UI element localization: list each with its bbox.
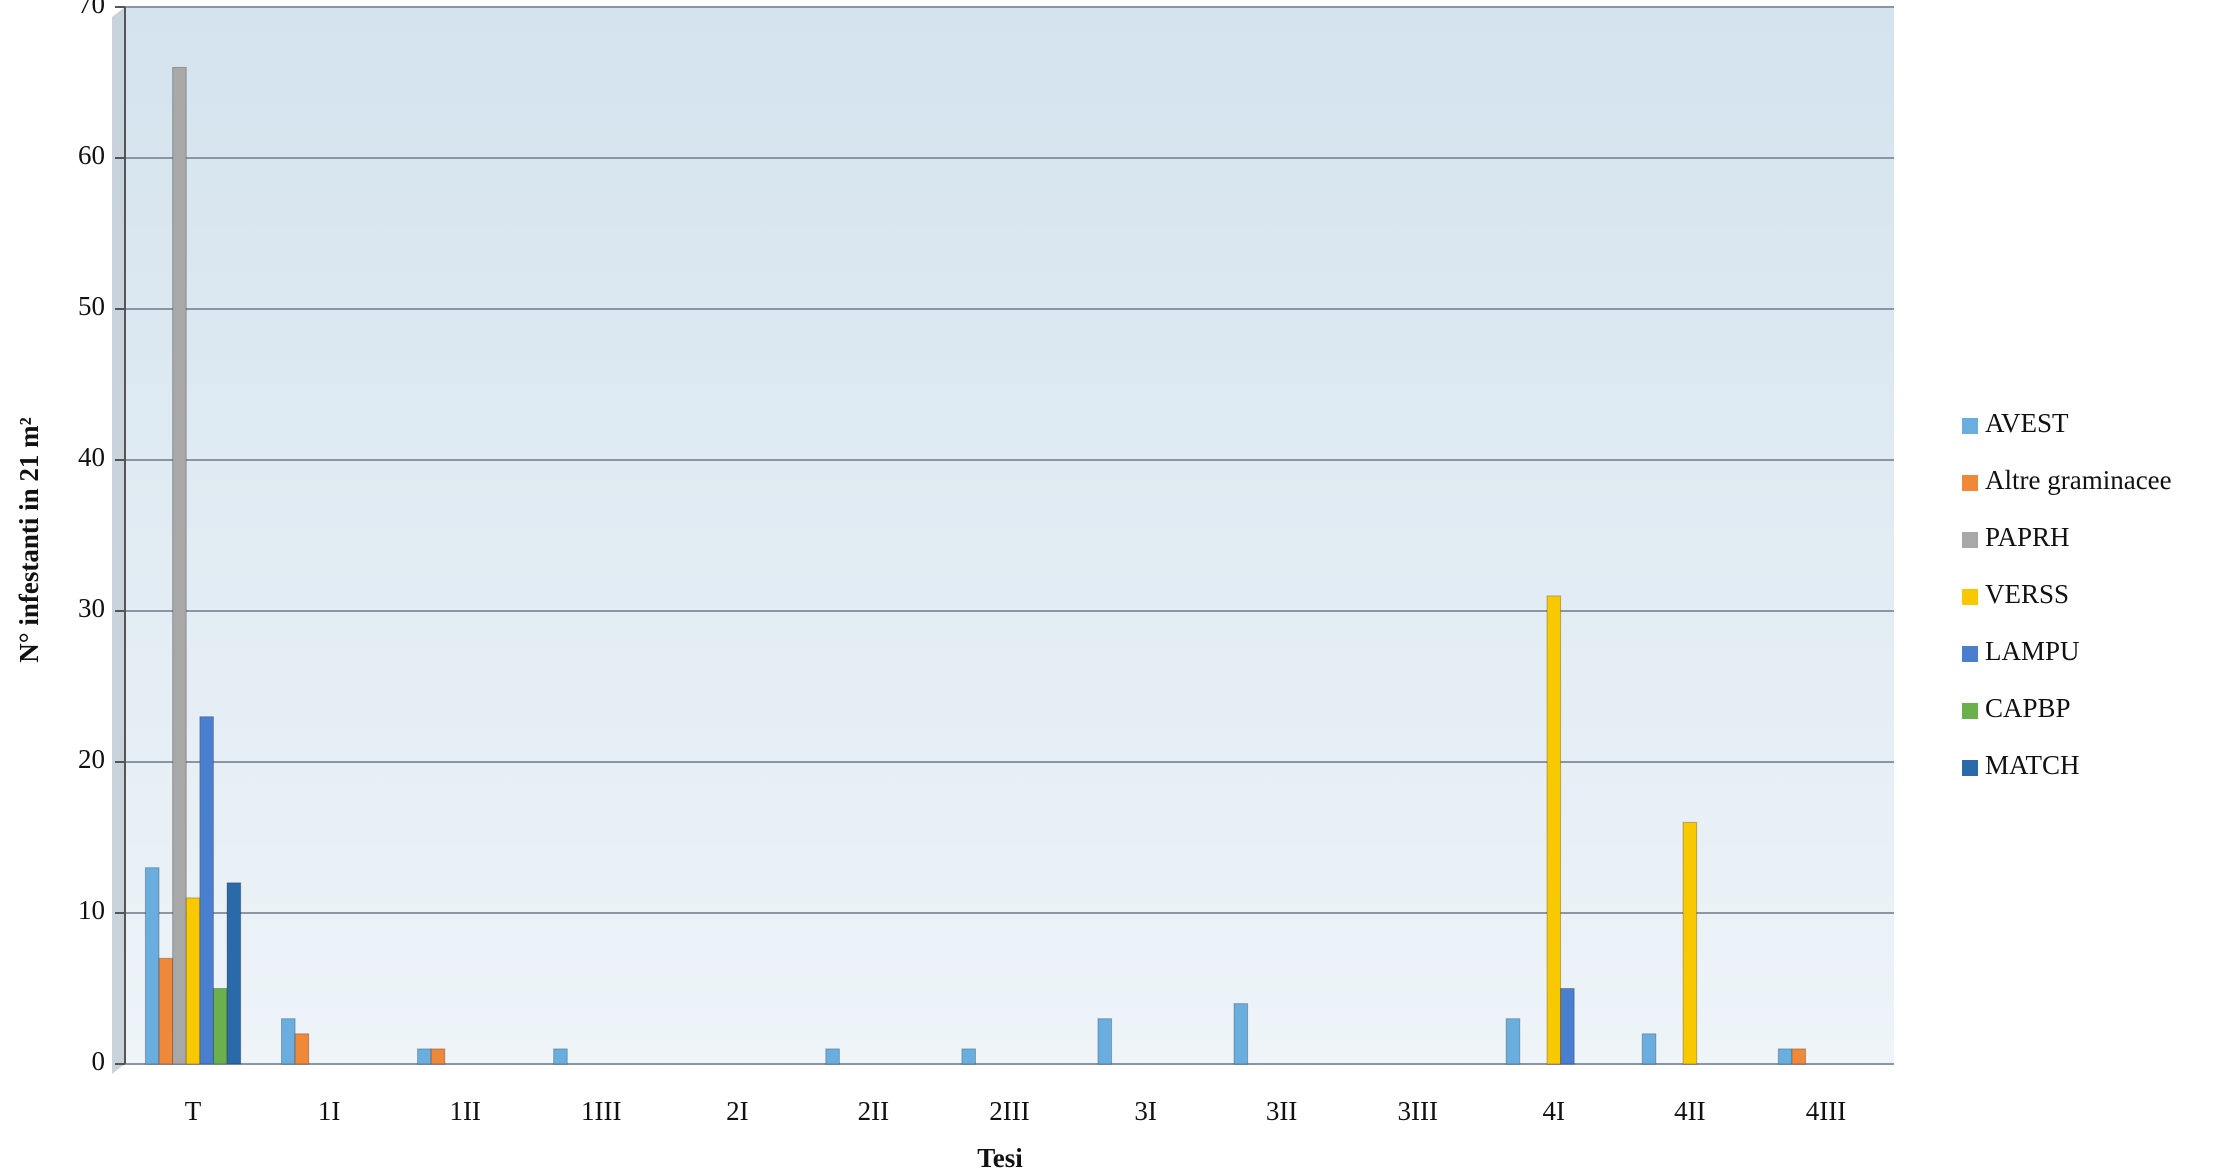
bar <box>1233 1003 1249 1065</box>
legend-label: VERSS <box>1985 579 2069 609</box>
plot-wall <box>112 7 125 1074</box>
bar <box>212 988 228 1065</box>
bar <box>226 882 242 1065</box>
x-tick-label: 2II <box>858 1096 889 1126</box>
legend-swatch <box>1962 589 1978 605</box>
y-tick-label: 10 <box>78 895 105 925</box>
bar <box>294 1033 310 1065</box>
legend-label: CAPBP <box>1985 693 2071 723</box>
bar <box>1505 1018 1521 1065</box>
bar <box>961 1048 976 1065</box>
bar <box>280 1018 296 1065</box>
y-tick-label: 30 <box>78 593 105 623</box>
legend-swatch <box>1962 646 1978 662</box>
x-tick-label: 1I <box>318 1096 341 1126</box>
legend-label: AVEST <box>1985 408 2069 438</box>
legend-label: Altre graminacee <box>1985 465 2172 495</box>
bar <box>1560 988 1575 1065</box>
bar <box>158 957 174 1065</box>
bar <box>144 867 160 1065</box>
x-tick-label: T <box>185 1096 202 1126</box>
x-tick-label: 3I <box>1134 1096 1157 1126</box>
x-tick-label: 4II <box>1674 1096 1705 1126</box>
y-tick-label: 0 <box>92 1046 106 1076</box>
legend-swatch <box>1962 532 1978 548</box>
bar <box>172 66 187 1065</box>
x-tick-label: 1II <box>449 1096 480 1126</box>
y-axis-label: N° infestanti in 21 m² <box>14 417 44 662</box>
y-tick-label: 50 <box>78 291 105 321</box>
y-tick-label: 60 <box>78 140 105 170</box>
bar <box>430 1048 446 1065</box>
bar <box>1682 821 1698 1065</box>
x-tick-label: 1III <box>581 1096 621 1126</box>
x-tick-label: 2III <box>989 1096 1029 1126</box>
bar <box>1777 1048 1793 1065</box>
bar <box>1097 1018 1113 1065</box>
x-axis-label: Tesi <box>977 1143 1023 1173</box>
bar <box>185 897 201 1065</box>
legend-swatch <box>1962 418 1978 434</box>
legend-swatch <box>1962 703 1978 719</box>
y-tick-label: 40 <box>78 442 105 472</box>
legend-label: PAPRH <box>1985 522 2070 552</box>
bar <box>825 1048 840 1065</box>
x-tick-label: 3II <box>1266 1096 1297 1126</box>
bar <box>417 1048 432 1065</box>
legend-swatch <box>1962 760 1978 776</box>
x-tick-label: 4I <box>1543 1096 1566 1126</box>
bar <box>1641 1033 1657 1065</box>
bar <box>553 1048 568 1065</box>
plot-area <box>125 7 1894 1064</box>
legend-swatch <box>1962 475 1978 491</box>
bar <box>1791 1048 1807 1065</box>
x-tick-label: 2I <box>726 1096 749 1126</box>
bar <box>1546 595 1562 1065</box>
y-tick-label: 20 <box>78 744 105 774</box>
legend-label: LAMPU <box>1985 636 2080 666</box>
x-tick-label: 4III <box>1806 1096 1846 1126</box>
x-tick-label: 3III <box>1397 1096 1437 1126</box>
legend-label: MATCH <box>1985 750 2080 780</box>
y-tick-label: 70 <box>78 0 105 19</box>
bar <box>199 716 214 1065</box>
